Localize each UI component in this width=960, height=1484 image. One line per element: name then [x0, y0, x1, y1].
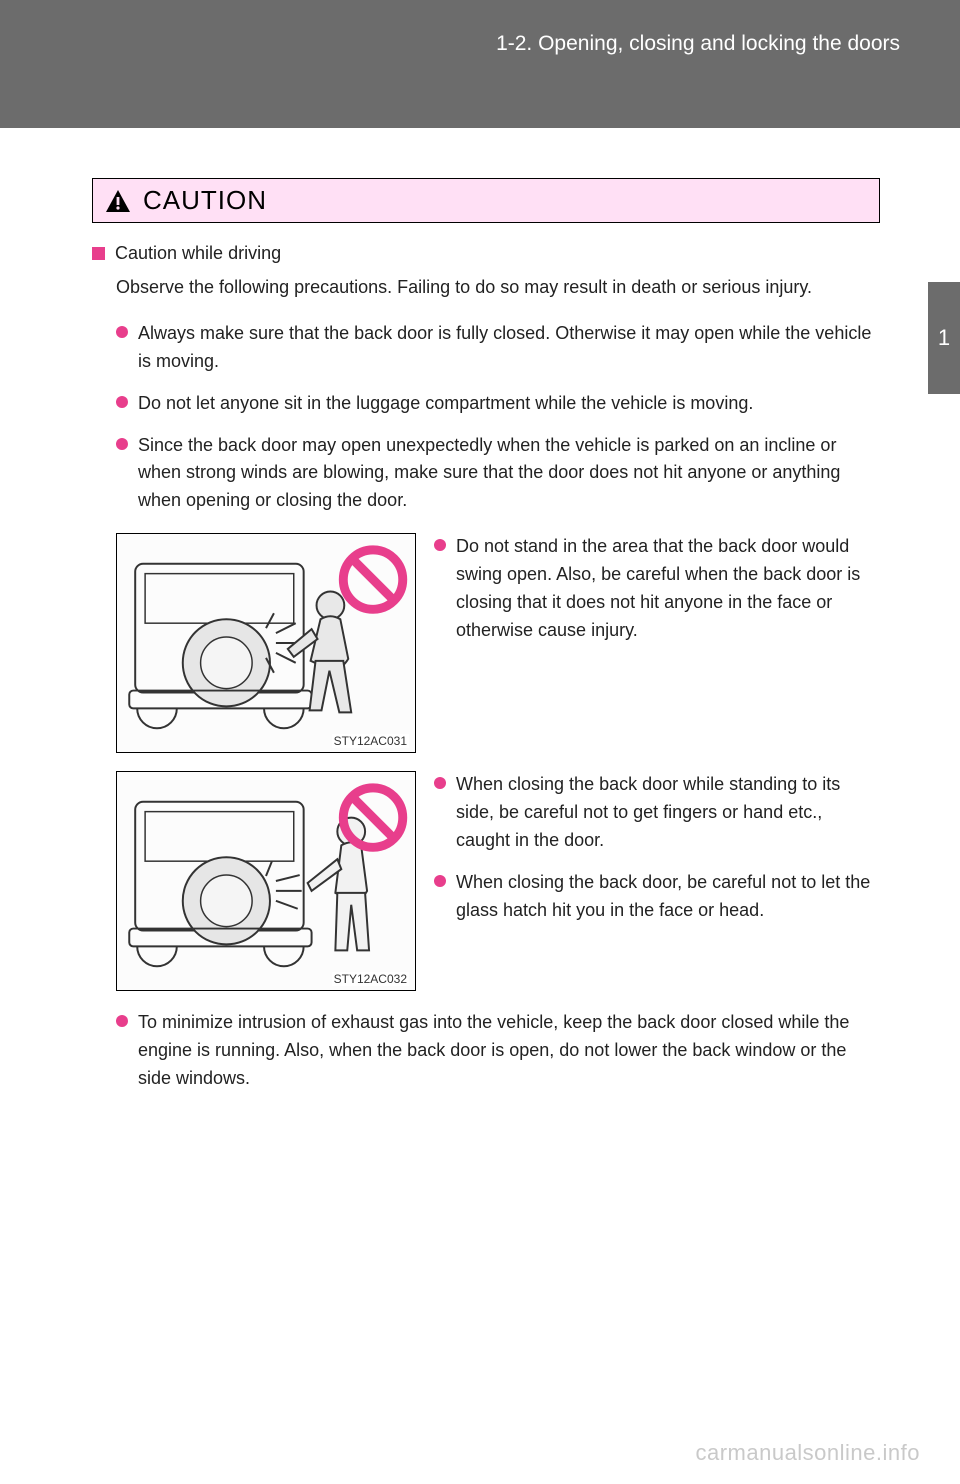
warning-triangle-icon — [105, 189, 131, 213]
figure-illustration: STY12AC032 — [116, 771, 416, 991]
bullet-text: To minimize intrusion of exhaust gas int… — [138, 1009, 880, 1093]
bullet-item: Since the back door may open unexpectedl… — [116, 432, 880, 516]
bullet-text: Always make sure that the back door is f… — [138, 320, 880, 376]
chapter-number: 1 — [938, 325, 950, 351]
round-bullet-icon — [434, 539, 446, 551]
bullet-item: When closing the back door while standin… — [434, 771, 880, 855]
bullet-text: When closing the back door, be careful n… — [456, 869, 880, 925]
round-bullet-icon — [116, 396, 128, 408]
square-bullet-icon — [92, 247, 105, 260]
round-bullet-icon — [116, 438, 128, 450]
bullet-text: When closing the back door while standin… — [456, 771, 880, 855]
caution-label: CAUTION — [143, 185, 267, 216]
figure-row: STY12AC032 When closing the back door wh… — [116, 771, 880, 991]
bullet-text: Do not let anyone sit in the luggage com… — [138, 390, 753, 418]
bullet-item: Always make sure that the back door is f… — [116, 320, 880, 376]
figure-row: STY12AC031 Do not stand in the area that… — [116, 533, 880, 753]
section-title: 1-2. Opening, closing and locking the do… — [496, 32, 900, 56]
bullet-item: Do not stand in the area that the back d… — [434, 533, 880, 645]
round-bullet-icon — [116, 1015, 128, 1027]
figure-caption: Do not stand in the area that the back d… — [434, 533, 880, 659]
section-heading-text: Caution while driving — [115, 243, 281, 264]
round-bullet-icon — [434, 777, 446, 789]
page-content: CAUTION Caution while driving Observe th… — [0, 128, 960, 1093]
intro-text: Observe the following precautions. Faili… — [116, 274, 880, 302]
bullet-item: To minimize intrusion of exhaust gas int… — [116, 1009, 880, 1093]
bullet-text: Since the back door may open unexpectedl… — [138, 432, 880, 516]
bullet-text: Do not stand in the area that the back d… — [456, 533, 880, 645]
figure-code: STY12AC032 — [332, 972, 409, 986]
watermark: carmanualsonline.info — [695, 1440, 920, 1466]
figure-code: STY12AC031 — [332, 734, 409, 748]
figure-illustration: STY12AC031 — [116, 533, 416, 753]
caution-banner: CAUTION — [92, 178, 880, 223]
bullet-item: Do not let anyone sit in the luggage com… — [116, 390, 880, 418]
round-bullet-icon — [434, 875, 446, 887]
round-bullet-icon — [116, 326, 128, 338]
figure-caption: When closing the back door while standin… — [434, 771, 880, 938]
header-bar: 1-2. Opening, closing and locking the do… — [0, 0, 960, 128]
chapter-tab: 1 — [928, 282, 960, 394]
bullet-item: When closing the back door, be careful n… — [434, 869, 880, 925]
section-heading: Caution while driving — [92, 243, 880, 264]
